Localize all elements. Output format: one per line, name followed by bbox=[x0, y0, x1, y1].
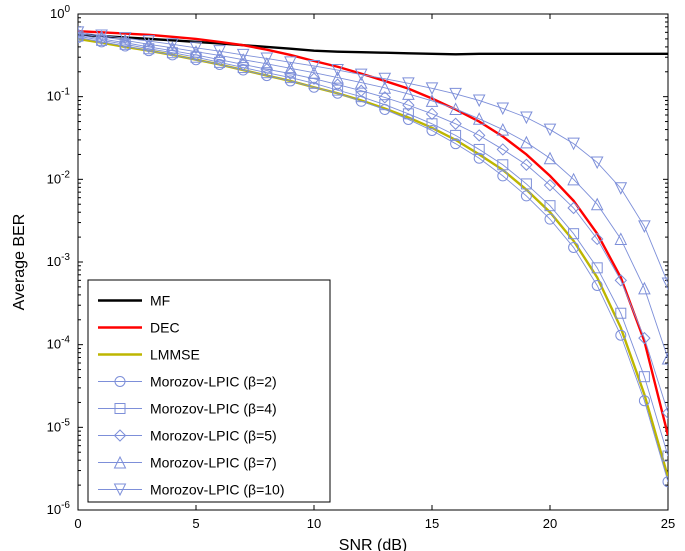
ber-chart: 0 5 10 15 20 25 10-6 10-5 10-4 10-3 10-2 10-1 100 SNR… bbox=[0, 0, 685, 551]
y-tick-label: 10-4 bbox=[47, 335, 71, 352]
legend-label: LMMSE bbox=[150, 347, 200, 363]
x-axis-label: SNR (dB) bbox=[339, 537, 407, 551]
legend-label: Morozov-LPIC (β=5) bbox=[150, 428, 277, 444]
x-tick-label: 25 bbox=[661, 516, 675, 531]
legend-label: MF bbox=[150, 293, 170, 309]
y-tick-label: 10-1 bbox=[47, 87, 71, 104]
y-tick-label: 10-5 bbox=[47, 417, 71, 434]
y-tick-label: 10-3 bbox=[47, 252, 71, 269]
x-tick-label: 10 bbox=[307, 516, 321, 531]
y-tick-label: 100 bbox=[50, 4, 70, 21]
x-tick-label: 0 bbox=[74, 516, 81, 531]
legend-label: DEC bbox=[150, 320, 180, 336]
y-axis-label: Average BER bbox=[11, 214, 28, 311]
legend-label: Morozov-LPIC (β=10) bbox=[150, 482, 284, 498]
legend-label: Morozov-LPIC (β=2) bbox=[150, 374, 277, 390]
x-tick-label: 15 bbox=[425, 516, 439, 531]
y-tick-label: 10-2 bbox=[47, 169, 71, 186]
chart-container: { "chart": { "type": "line", "xlabel": "… bbox=[0, 0, 685, 551]
y-tick-label: 10-6 bbox=[47, 500, 71, 517]
x-tick-label: 5 bbox=[192, 516, 199, 531]
legend-label: Morozov-LPIC (β=7) bbox=[150, 455, 277, 471]
x-tick-label: 20 bbox=[543, 516, 557, 531]
legend-label: Morozov-LPIC (β=4) bbox=[150, 401, 277, 417]
